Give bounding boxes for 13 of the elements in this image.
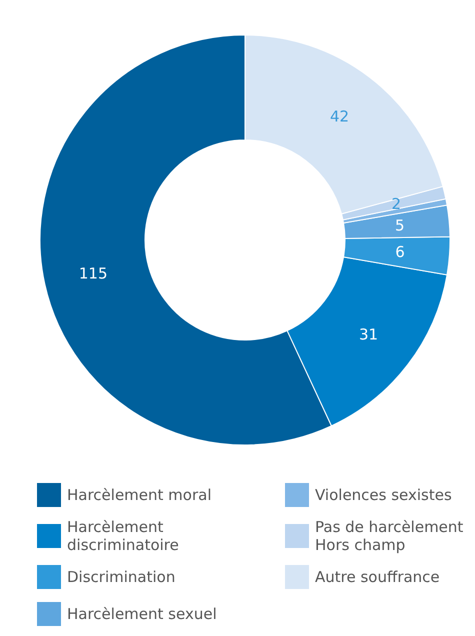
legend-label: Pas de harcèlement Hors champ xyxy=(315,518,468,554)
legend-label: Violences sexistes xyxy=(315,486,452,504)
data-label: 42 xyxy=(330,108,350,126)
legend-label: Discrimination xyxy=(67,568,176,586)
legend-label: Autre souffrance xyxy=(315,568,440,586)
data-label: 6 xyxy=(395,243,405,262)
data-label: 2 xyxy=(392,195,402,214)
data-label: 31 xyxy=(358,326,378,344)
legend-label: Harcèlement sexuel xyxy=(67,605,217,623)
data-label: 115 xyxy=(78,264,108,283)
legend-label: Harcèlement moral xyxy=(67,486,212,504)
data-label: 5 xyxy=(395,216,405,235)
legend-label: Harcèlement discriminatoire xyxy=(67,518,179,554)
